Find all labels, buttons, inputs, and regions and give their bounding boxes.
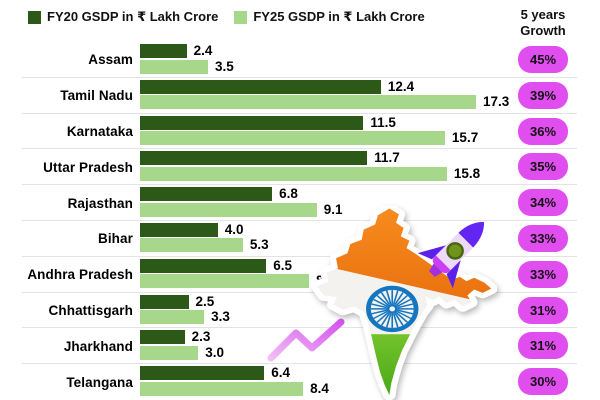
fy20-bar <box>140 44 187 58</box>
fy20-value-label: 2.3 <box>191 329 211 345</box>
rocket-icon <box>417 222 484 289</box>
growth-badge: 31% <box>518 332 568 360</box>
fy25-swatch-icon <box>234 10 248 24</box>
fy25-value-label: 5.3 <box>249 237 269 253</box>
chart-row: Jharkhand 2.3 3.0 31% <box>0 328 600 365</box>
fy20-bar <box>140 366 265 381</box>
category-label: Telangana <box>66 374 133 390</box>
fy20-value-label: 6.4 <box>271 365 291 381</box>
row-separator <box>22 363 577 365</box>
row-separator <box>22 327 577 329</box>
fy20-value-label: 11.5 <box>370 114 396 130</box>
category-label: Bihar <box>97 231 133 247</box>
fy25-bar <box>140 202 317 217</box>
fy20-bar <box>140 294 189 309</box>
fy25-value-label: 3.3 <box>211 309 230 325</box>
category-label: Assam <box>88 52 133 68</box>
chart-row: Assam 2.4 3.5 45% <box>0 42 600 78</box>
row-separator <box>22 219 577 221</box>
growth-header-line2: Growth <box>520 22 566 38</box>
fy20-value-label: 11.7 <box>374 150 400 166</box>
growth-badge: 31% <box>518 296 568 324</box>
fy20-value-label: 4.0 <box>224 221 244 237</box>
row-separator <box>22 148 577 150</box>
chart-row: Telangana 6.4 8.4 30% <box>0 364 600 400</box>
chart-row: Tamil Nadu 12.4 17.3 39% <box>0 78 600 114</box>
growth-badge: 36% <box>518 117 568 145</box>
fy20-value-label: 6.8 <box>279 186 298 202</box>
fy25-value-label: 3.0 <box>205 344 225 360</box>
chart-row: Rajasthan 6.8 9.1 34% <box>0 185 600 221</box>
fy25-bar <box>140 345 199 360</box>
legend-item-fy20: FY20 GSDP in ₹ Lakh Crore <box>28 9 218 25</box>
chart-row: Chhattisgarh 2.5 3.3 31% <box>0 293 600 329</box>
growth-badge: 39% <box>518 81 568 109</box>
fy25-value-label: 8.4 <box>310 380 329 396</box>
category-label: Tamil Nadu <box>60 88 133 104</box>
ashoka-chakra-icon <box>366 285 419 333</box>
fy20-bar <box>140 330 185 345</box>
fy20-bar <box>140 222 218 237</box>
growth-badge: 34% <box>518 189 568 217</box>
fy25-bar <box>140 310 205 325</box>
chart-row: Bihar 4.0 5.3 33% <box>0 221 600 257</box>
fy20-bar <box>140 115 364 130</box>
growth-badge: 45% <box>518 46 568 73</box>
category-label: Uttar Pradesh <box>43 159 133 175</box>
india-flag-map-illustration <box>310 206 497 400</box>
legend-label-fy20: FY20 GSDP in ₹ Lakh Crore <box>47 9 219 24</box>
growth-badge: 33% <box>518 224 568 252</box>
fy25-value-label: 17.3 <box>483 94 510 110</box>
row-separator <box>22 76 577 78</box>
fy20-bar <box>140 151 368 166</box>
fy25-bar <box>140 381 304 396</box>
growth-column-header: 5 years Growth <box>503 7 583 38</box>
fy20-swatch-icon <box>28 10 41 24</box>
category-label: Rajasthan <box>67 195 133 211</box>
legend-label-fy25: FY25 GSDP in ₹ Lakh Crore <box>253 9 425 24</box>
chart-rows: Assam 2.4 3.5 45% Tamil Nadu 12.4 17.3 39% Karna… <box>0 42 600 400</box>
fy25-bar <box>140 131 445 146</box>
category-label: Karnataka <box>66 123 133 139</box>
fy20-value-label: 12.4 <box>387 78 415 94</box>
category-label: Chhattisgarh <box>48 302 133 318</box>
fy25-value-label: 9.1 <box>323 201 343 217</box>
fy25-bar <box>140 95 476 110</box>
row-separator <box>22 184 577 186</box>
row-separator <box>22 112 577 114</box>
category-label: Jharkhand <box>63 338 133 354</box>
fy20-bar <box>140 258 267 273</box>
growth-badge: 33% <box>518 260 568 288</box>
chart-row: Uttar Pradesh 11.7 15.8 35% <box>0 149 600 186</box>
fy20-bar <box>140 79 381 94</box>
fy20-value-label: 2.4 <box>193 43 213 58</box>
chart-row: Karnataka 11.5 15.7 36% <box>0 114 600 150</box>
row-separator <box>22 291 577 293</box>
fy25-bar <box>140 238 243 253</box>
legend-item-fy25: FY25 GSDP in ₹ Lakh Crore <box>234 9 425 25</box>
legend: FY20 GSDP in ₹ Lakh Crore FY25 GSDP in ₹… <box>28 9 425 25</box>
growth-badge: 30% <box>518 368 568 396</box>
fy25-bar <box>140 166 447 181</box>
fy25-value-label: 3.5 <box>214 58 234 74</box>
fy25-value-label: 15.7 <box>451 130 479 146</box>
fy20-value-label: 6.5 <box>273 257 293 273</box>
fy20-bar <box>140 187 273 202</box>
row-separator <box>22 255 577 257</box>
fy25-bar <box>140 59 208 74</box>
category-label: Andhra Pradesh <box>27 267 133 283</box>
fy20-value-label: 2.5 <box>195 293 215 309</box>
growth-header-line1: 5 years <box>520 7 566 22</box>
fy25-value-label: 15.8 <box>453 165 481 181</box>
growth-badge: 35% <box>518 153 568 181</box>
fy25-bar <box>140 274 309 289</box>
upward-zigzag-trend-icon <box>267 318 345 362</box>
